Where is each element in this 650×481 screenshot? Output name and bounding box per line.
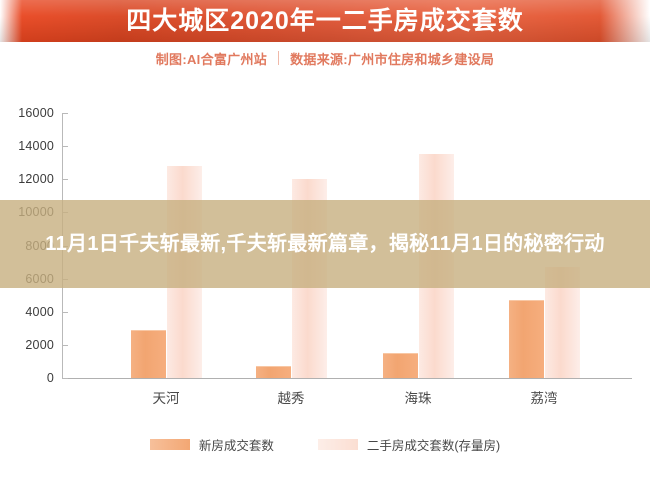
subtitle-divider: [278, 51, 280, 65]
y-axis-tick-label: 16000: [18, 106, 54, 120]
legend-item-label: 新房成交套数: [198, 438, 274, 453]
x-axis-label-海珠: 海珠: [404, 391, 432, 406]
y-axis-tick-label: 12000: [18, 172, 54, 187]
y-axis-tick-label: 0: [46, 371, 54, 385]
bar-海珠-new: [382, 353, 418, 378]
x-axis-line: [62, 378, 632, 379]
page-title: 四大城区2020年一二手房成交套数: [126, 7, 524, 35]
overlay-banner-text: 11月1日千夫斩最新,千夫斩最新篇章，揭秘11月1日的秘密行动: [45, 232, 605, 255]
subtitle-credit: 制图:AI合富广州站: [155, 51, 268, 67]
y-axis-tick-label: 2000: [25, 337, 54, 352]
legend-item-label: 二手房成交套数(存量房): [366, 438, 501, 453]
subtitle-source: 数据来源:广州市住房和城乡建设局: [290, 51, 495, 67]
x-axis-label-天河: 天河: [152, 391, 180, 406]
x-axis-label-越秀: 越秀: [277, 391, 305, 406]
y-axis-tick: [62, 344, 68, 346]
bar-越秀-new: [255, 365, 291, 378]
y-axis-tick-label: 14000: [18, 139, 54, 154]
bar-荔湾-new: [508, 300, 544, 378]
legend-swatch-icon: [149, 438, 190, 450]
legend-item[interactable]: 新房成交套数: [149, 435, 274, 454]
y-axis-tick: [62, 378, 68, 379]
overlay-banner-band: [0, 200, 650, 288]
chart-title-bar: 四大城区2020年一二手房成交套数: [0, 0, 650, 42]
bar-天河-new: [130, 329, 166, 378]
x-axis-label-荔湾: 荔湾: [530, 391, 558, 406]
legend-item[interactable]: 二手房成交套数(存量房): [317, 435, 501, 454]
y-axis-tick-label: 4000: [25, 304, 54, 319]
chart-legend: 新房成交套数 二手房成交套数(存量房): [0, 432, 650, 456]
chart-subtitle: 制图:AI合富广州站 数据来源:广州市住房和城乡建设局: [0, 45, 650, 71]
y-axis-tick: [62, 311, 68, 313]
y-axis-tick: [62, 113, 68, 114]
y-axis-tick: [62, 146, 68, 148]
y-axis-tick: [62, 179, 68, 181]
legend-swatch-icon: [317, 438, 358, 450]
